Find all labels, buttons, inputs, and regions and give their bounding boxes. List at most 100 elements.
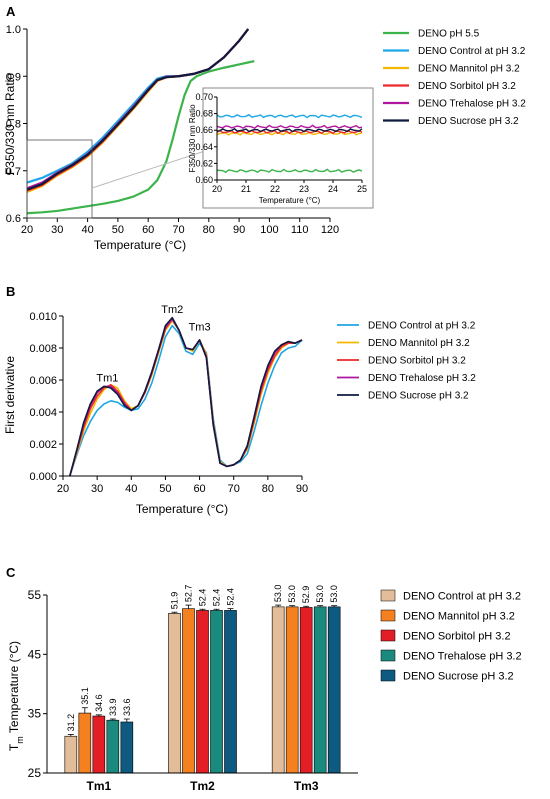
c-legend-swatch (380, 669, 396, 682)
zoom-box (26, 139, 93, 219)
a-x-tick-label: 20 (21, 224, 33, 236)
b-series-line (69, 318, 303, 477)
c-data-label: 53.0 (273, 585, 283, 603)
inset-y-axis-label: F350/330 nm Ratio (188, 104, 197, 173)
c-bar (168, 613, 181, 774)
b-y-axis-label: First derivative (3, 356, 17, 434)
a-legend-label: DENO Sucrose pH 3.2 (418, 116, 519, 127)
b-legend-label: DENO Control at pH 3.2 (368, 321, 476, 332)
c-bar (285, 606, 299, 774)
b-x-tick-label: 90 (296, 483, 308, 495)
a-x-tick-label: 30 (51, 224, 63, 236)
c-legend-label: DENO Control at pH 3.2 (403, 591, 521, 603)
c-bar (182, 608, 195, 774)
c-bar (64, 735, 78, 774)
a-x-tick-label: 110 (291, 224, 309, 236)
c-data-label: 52.9 (301, 586, 311, 604)
b-y-tick-label: 0.010 (29, 311, 57, 323)
a-x-tick-label: 90 (233, 224, 245, 236)
b-y-tick-label: 0.006 (29, 375, 57, 387)
a-y-tick-label: 0.9 (6, 71, 21, 83)
c-bar (196, 610, 209, 774)
c-legend-swatch (380, 649, 396, 662)
c-bar (92, 715, 106, 774)
a-series-line (26, 28, 250, 191)
inset-y-tick-label: 0.62 (195, 158, 213, 168)
b-series-line (69, 318, 303, 477)
inset-series-line (216, 127, 363, 133)
c-data-label: 34.6 (94, 694, 104, 712)
panel-a-label: A (6, 4, 16, 19)
c-bar (299, 607, 313, 774)
inset-series-line (216, 129, 363, 135)
inset-y-tick-label: 0.66 (195, 125, 213, 135)
c-bar (106, 719, 120, 774)
inset-series-line (216, 124, 363, 130)
b-x-tick-label: 70 (228, 483, 240, 495)
c-legend-swatch (380, 609, 396, 622)
c-y-tick-label: 45 (28, 647, 42, 661)
a-x-tick-label: 70 (172, 224, 184, 236)
b-x-tick-label: 60 (193, 483, 205, 495)
a-legend-label: DENO Control at pH 3.2 (418, 46, 526, 57)
a-legend-label: DENO Sorbitol pH 3.2 (418, 81, 516, 92)
c-data-label: 31.2 (66, 714, 76, 732)
c-data-label: 52.4 (226, 588, 236, 606)
inset-series-line (217, 168, 363, 174)
c-data-label: 53.0 (287, 585, 297, 603)
a-y-tick-label: 0.7 (6, 166, 21, 178)
b-x-tick-label: 20 (57, 483, 69, 495)
c-category-label: Tm1 (86, 779, 111, 793)
b-y-tick-label: 0.008 (29, 343, 57, 355)
c-data-label: 35.1 (80, 687, 90, 705)
b-x-tick-label: 80 (262, 483, 274, 495)
c-bar (327, 606, 341, 774)
inset-x-tick-label: 24 (328, 184, 338, 194)
c-data-label: 52.4 (198, 589, 208, 607)
b-legend-label: DENO Sorbitol pH 3.2 (368, 356, 466, 367)
c-data-label: 52.7 (184, 585, 194, 603)
a-x-axis-label: Temperature (°C) (94, 238, 186, 252)
c-legend-swatch (380, 629, 396, 642)
b-annotation: Tm1 (96, 373, 118, 385)
zoom-connector (91, 149, 209, 189)
c-y-tick-label: 35 (28, 707, 42, 721)
panel-c-chart: 31.2 35.1 34.6 33.9 33.6 51.9 52.7 52.4 52.4 52.4… (7, 585, 522, 793)
c-bar (313, 606, 327, 774)
b-series-line (69, 324, 303, 477)
a-x-tick-label: 80 (203, 224, 215, 236)
c-legend-swatch (380, 589, 396, 602)
a-series-line (26, 60, 255, 215)
b-series-line (69, 316, 303, 477)
b-legend-label: DENO Sucrose pH 3.2 (368, 391, 469, 402)
inset-x-axis-label: Temperature (°C) (259, 196, 321, 205)
a-legend-label: DENO pH 5.5 (418, 29, 480, 40)
a-legend-label: DENO Trehalose pH 3.2 (418, 99, 526, 110)
b-series-line (69, 320, 303, 477)
a-x-tick-label: 40 (81, 224, 93, 236)
inset-y-tick-label: 0.70 (195, 92, 213, 102)
c-data-label: 52.4 (212, 589, 222, 607)
panel-b-chart: 20 30 40 50 60 70 80 90 0.000 0.002 0.004 0.006 0.00… (3, 304, 476, 516)
inset-x-tick-label: 23 (299, 184, 309, 194)
b-annotation: Tm3 (189, 321, 211, 333)
a-x-tick-label: 50 (112, 224, 124, 236)
c-legend-label: DENO Trehalose pH 3.2 (403, 651, 522, 663)
inset-y-tick-label: 0.68 (195, 109, 213, 119)
inset-x-tick-label: 22 (270, 184, 280, 194)
b-x-tick-label: 40 (125, 483, 137, 495)
c-bar (210, 610, 223, 774)
c-y-axis-label: Tm Temperature (°C) (7, 641, 25, 751)
b-annotation: Tm2 (161, 304, 183, 316)
b-x-tick-label: 30 (91, 483, 103, 495)
inset-y-tick-label: 0.64 (195, 142, 213, 152)
inset-frame (202, 87, 374, 209)
b-legend-label: DENO Trehalose pH 3.2 (368, 373, 476, 384)
c-bar (120, 721, 134, 774)
c-category-label: Tm3 (294, 779, 319, 793)
c-y-tick-label: 25 (28, 766, 42, 780)
inset-x-tick-label: 21 (241, 184, 251, 194)
inset-x-tick-label: 20 (212, 184, 222, 194)
inset-x-tick-label: 25 (357, 184, 367, 194)
